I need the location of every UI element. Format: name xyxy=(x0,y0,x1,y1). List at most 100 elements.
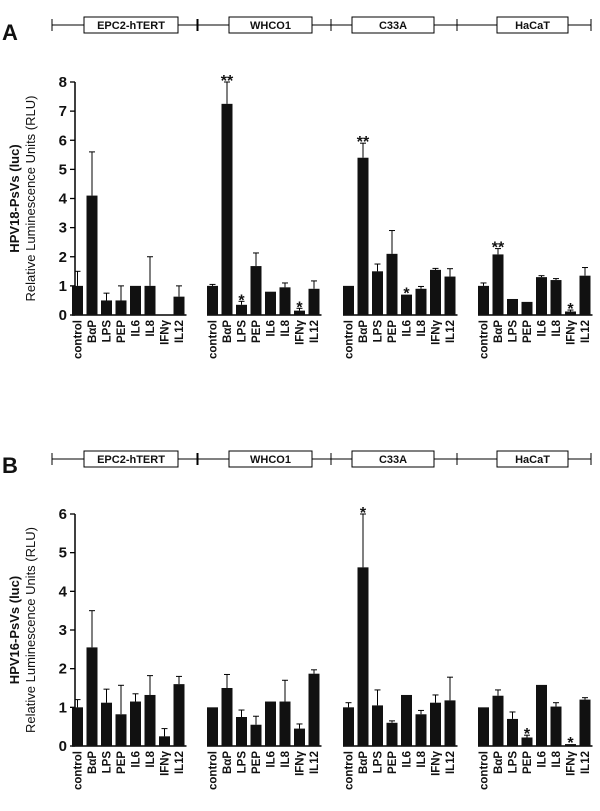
x-tick-label: IFNγ xyxy=(295,319,307,345)
x-tick-label: IL6 xyxy=(402,320,414,337)
bar xyxy=(536,277,547,315)
cell-line-label: WHCO1 xyxy=(250,20,291,32)
panel-letter-a: A xyxy=(2,20,18,45)
bar xyxy=(265,701,276,746)
bar xyxy=(221,688,233,746)
x-tick-label: IL12 xyxy=(309,751,321,774)
y-tick-label: 3 xyxy=(59,622,67,639)
bar xyxy=(144,694,156,746)
y-tick-label: 2 xyxy=(59,249,67,266)
x-tick-label: LPS xyxy=(102,751,114,774)
bar xyxy=(444,700,456,746)
cell-line-label: WHCO1 xyxy=(250,454,291,466)
significance-marker: * xyxy=(296,299,303,316)
x-tick-label: IL6 xyxy=(131,320,143,337)
bar xyxy=(386,722,398,746)
x-tick-label: control xyxy=(208,320,220,359)
cell-line-box xyxy=(351,450,435,468)
x-tick-label: IL6 xyxy=(266,320,278,337)
y-tick-label: 3 xyxy=(59,220,67,237)
x-tick-label: IL8 xyxy=(416,750,428,767)
cell-line-label: HaCaT xyxy=(515,20,550,32)
x-tick-label: PEP xyxy=(116,751,128,774)
bar xyxy=(294,310,305,315)
bar xyxy=(372,271,383,315)
cell-line-label: EPC2-hTERT xyxy=(97,20,165,32)
y-axis-sublabel: Relative Luminescence Units (RLU) xyxy=(23,527,38,733)
x-tick-label: control xyxy=(344,751,356,790)
cell-line-box xyxy=(83,450,179,468)
bar xyxy=(265,291,276,315)
bar xyxy=(173,684,185,746)
y-tick-label: 0 xyxy=(59,307,67,324)
bar xyxy=(173,296,185,315)
significance-marker: * xyxy=(403,286,410,303)
bar xyxy=(372,705,383,746)
bar xyxy=(492,254,504,315)
bar xyxy=(550,280,562,315)
bar xyxy=(357,567,369,746)
bar xyxy=(130,285,141,315)
y-tick-label: 0 xyxy=(59,738,67,755)
bar xyxy=(536,684,547,746)
y-tick-label: 4 xyxy=(59,583,68,600)
x-tick-label: PEP xyxy=(522,320,534,343)
cell-line-label: HaCaT xyxy=(515,454,550,466)
x-tick-label: PEP xyxy=(522,751,534,774)
cell-line-box xyxy=(496,16,569,34)
x-tick-label: IL12 xyxy=(174,320,186,343)
x-tick-label: LPS xyxy=(237,320,249,343)
x-tick-label: IL12 xyxy=(445,320,457,343)
x-tick-label: IL8 xyxy=(280,750,292,767)
x-tick-label: control xyxy=(344,320,356,359)
significance-marker: * xyxy=(524,726,531,743)
bar xyxy=(386,253,398,315)
x-tick-label: BαP xyxy=(358,320,370,343)
x-tick-label: BαP xyxy=(222,320,234,343)
bar xyxy=(250,266,262,315)
x-tick-label: LPS xyxy=(373,751,385,774)
y-tick-label: 7 xyxy=(59,103,67,120)
x-tick-label: IFNγ xyxy=(160,319,172,345)
bar xyxy=(478,707,489,746)
bar xyxy=(550,706,562,746)
bar xyxy=(115,300,127,315)
x-tick-label: LPS xyxy=(237,751,249,774)
bar xyxy=(294,728,305,746)
bar xyxy=(565,311,576,315)
cell-line-box xyxy=(228,450,313,468)
x-tick-label: IFNγ xyxy=(431,750,443,776)
x-tick-label: control xyxy=(73,320,85,359)
significance-marker: * xyxy=(567,301,574,318)
bar xyxy=(308,673,320,746)
x-tick-label: IL8 xyxy=(280,319,292,336)
x-tick-label: IL6 xyxy=(537,320,549,337)
bar xyxy=(159,736,170,746)
x-tick-label: IL6 xyxy=(131,751,143,768)
chart-panel-b: 0 1 2 3 4 5 6 HPV16-PsVs (luc) Relative Luminesc… xyxy=(7,450,593,790)
y-axis-label: HPV18-PsVs (luc) xyxy=(7,144,22,252)
y-axis-sublabel: Relative Luminescence Units (RLU) xyxy=(23,96,38,302)
bar xyxy=(221,103,233,315)
x-tick-label: IFNγ xyxy=(295,750,307,776)
y-axis-label: HPV16-PsVs (luc) xyxy=(7,576,22,684)
y-tick-label: 4 xyxy=(59,191,68,208)
panel-letter-b: B xyxy=(2,453,18,478)
bar xyxy=(279,287,291,315)
y-tick-label: 2 xyxy=(59,661,67,678)
x-tick-label: LPS xyxy=(508,320,520,343)
bar xyxy=(444,276,456,315)
bar xyxy=(579,275,591,315)
cell-line-box xyxy=(228,16,313,34)
x-tick-label: LPS xyxy=(508,751,520,774)
bar xyxy=(415,288,427,315)
bar xyxy=(430,702,441,746)
x-tick-label: control xyxy=(208,751,220,790)
bar xyxy=(357,157,369,315)
x-tick-label: IL8 xyxy=(145,750,157,767)
y-tick-label: 6 xyxy=(59,132,67,149)
cell-line-label: C33A xyxy=(379,454,407,466)
cell-line-box xyxy=(496,450,569,468)
bar xyxy=(101,300,112,315)
